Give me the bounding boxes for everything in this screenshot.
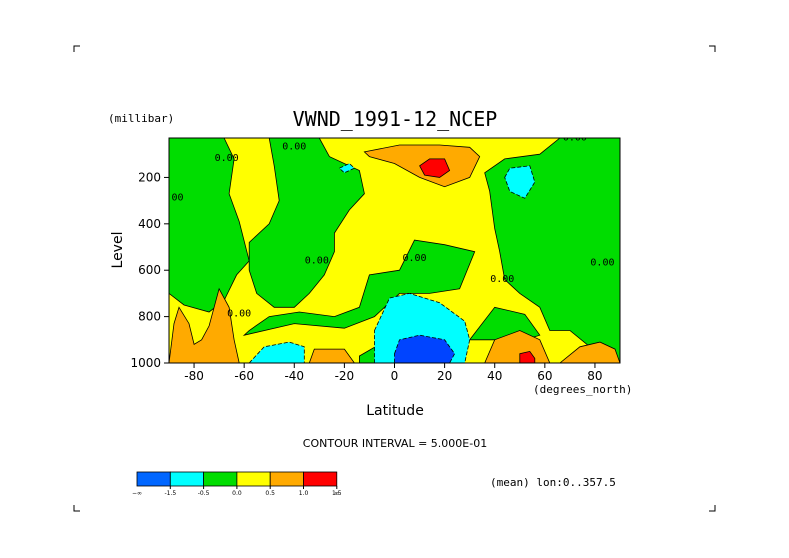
contour-region-green-2 (242, 239, 476, 336)
colorbar-label-3: 0.5 (265, 490, 275, 497)
contour-label-5: 0.00 (563, 132, 587, 143)
x-tick-label: -80 (184, 369, 204, 383)
contour-label-1: 0.00 (282, 142, 306, 153)
y-tick-label: 600 (138, 263, 161, 277)
y-tick-label: 200 (138, 170, 161, 184)
colorbar-label-4: 1.0 (299, 490, 309, 497)
colorbar-label-5: 1.5 (332, 490, 342, 497)
colorbar-swatch-0 (136, 471, 171, 487)
y-tick-label: 800 (138, 310, 161, 324)
contour-region-blue-0 (394, 334, 456, 363)
contour-region-orange-3 (484, 330, 551, 363)
colorbar-end-right: ∞ (334, 490, 339, 497)
colorbar-label-2: 0.0 (232, 490, 242, 497)
colorbar-swatch-5 (303, 471, 338, 487)
y-tick-label: 1000 (130, 356, 161, 370)
contour-label-2: 0.00 (159, 193, 183, 204)
y-units-label: (millibar) (108, 112, 174, 125)
contour-label-0: 0.00 (215, 153, 239, 164)
corner-marks (73, 45, 716, 512)
x-tick-label: 40 (487, 369, 502, 383)
x-tick-label: 20 (437, 369, 452, 383)
colorbar-swatch-4 (269, 471, 304, 487)
x-tick-label: -60 (234, 369, 254, 383)
colorbar-swatch-2 (203, 471, 238, 487)
y-tick-label: 400 (138, 217, 161, 231)
colorbar-end-left: −∞ (132, 490, 142, 497)
contour-region-orange-4 (559, 341, 620, 363)
x-tick-label: -20 (335, 369, 355, 383)
contour-label-3: 0.00 (305, 255, 329, 266)
x-units-label: (degrees_north) (533, 383, 632, 396)
contour-region-cyan-2 (504, 165, 536, 199)
colorbar-label-0: -1.5 (164, 490, 176, 497)
contour-region-green-1 (248, 138, 365, 308)
x-tick-label: 80 (587, 369, 602, 383)
x-axis: -80 -60 -40 -20 0 20 40 60 80 (184, 363, 603, 383)
contour-label-8: 0.00 (227, 309, 251, 320)
x-axis-label: Latitude (366, 403, 424, 419)
corner-mark-tl (73, 45, 80, 52)
contour-region-cyan-3 (338, 163, 356, 174)
contour-label-6: 0.00 (490, 274, 514, 285)
corner-mark-tr (709, 45, 716, 52)
x-tick-label: -40 (284, 369, 304, 383)
contour-label-4: 0.00 (402, 253, 426, 264)
corner-mark-bl (73, 505, 80, 512)
contour-interval-text: CONTOUR INTERVAL = 5.000E-01 (303, 437, 487, 450)
colorbar-swatch-3 (236, 471, 271, 487)
contour-region-cyan-0 (248, 341, 305, 363)
corner-mark-br (709, 505, 716, 512)
contour-region-orange-1 (169, 287, 240, 363)
chart-title: VWND_1991-12_NCEP (293, 107, 498, 131)
mean-text: (mean) lon:0..357.5 (490, 476, 616, 489)
contour-region-green-0 (169, 138, 250, 313)
y-axis-label: Level (110, 232, 126, 269)
x-tick-label: 0 (391, 369, 399, 383)
contour-region-orange-2 (308, 348, 355, 363)
plot-area: 0.00 0.00 0.00 0.00 0.00 0.00 0.00 0.00 0.00 (159, 132, 620, 363)
colorbar-label-1: -0.5 (198, 490, 210, 497)
contour-label-7: 0.00 (590, 258, 614, 269)
x-tick-label: 60 (537, 369, 552, 383)
colorbar: −∞ ∞ -1.5 -0.5 0.0 0.5 1.0 1.5 (132, 471, 342, 497)
contour-region-red-1 (519, 350, 536, 363)
colorbar-swatch-1 (169, 471, 205, 487)
contour-region-red-0 (419, 158, 451, 178)
y-axis: 200 400 600 800 1000 (130, 170, 169, 370)
